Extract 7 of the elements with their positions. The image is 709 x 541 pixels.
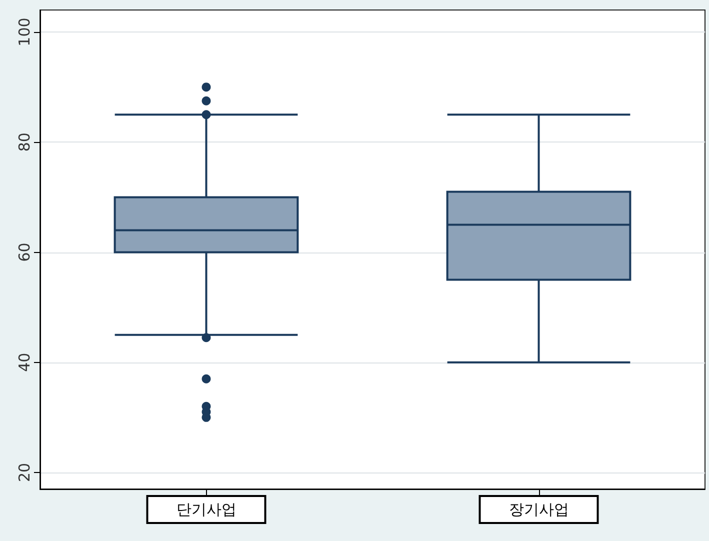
y-tick-label: 20: [16, 462, 34, 482]
x-tick-label: 장기사업: [508, 500, 569, 518]
x-tick-label: 단기사업: [176, 500, 236, 518]
y-tick-label: 40: [16, 352, 34, 372]
y-tick-label: 80: [16, 132, 34, 152]
y-tick-label: 60: [16, 242, 34, 262]
y-tick-label: 100: [16, 18, 34, 46]
